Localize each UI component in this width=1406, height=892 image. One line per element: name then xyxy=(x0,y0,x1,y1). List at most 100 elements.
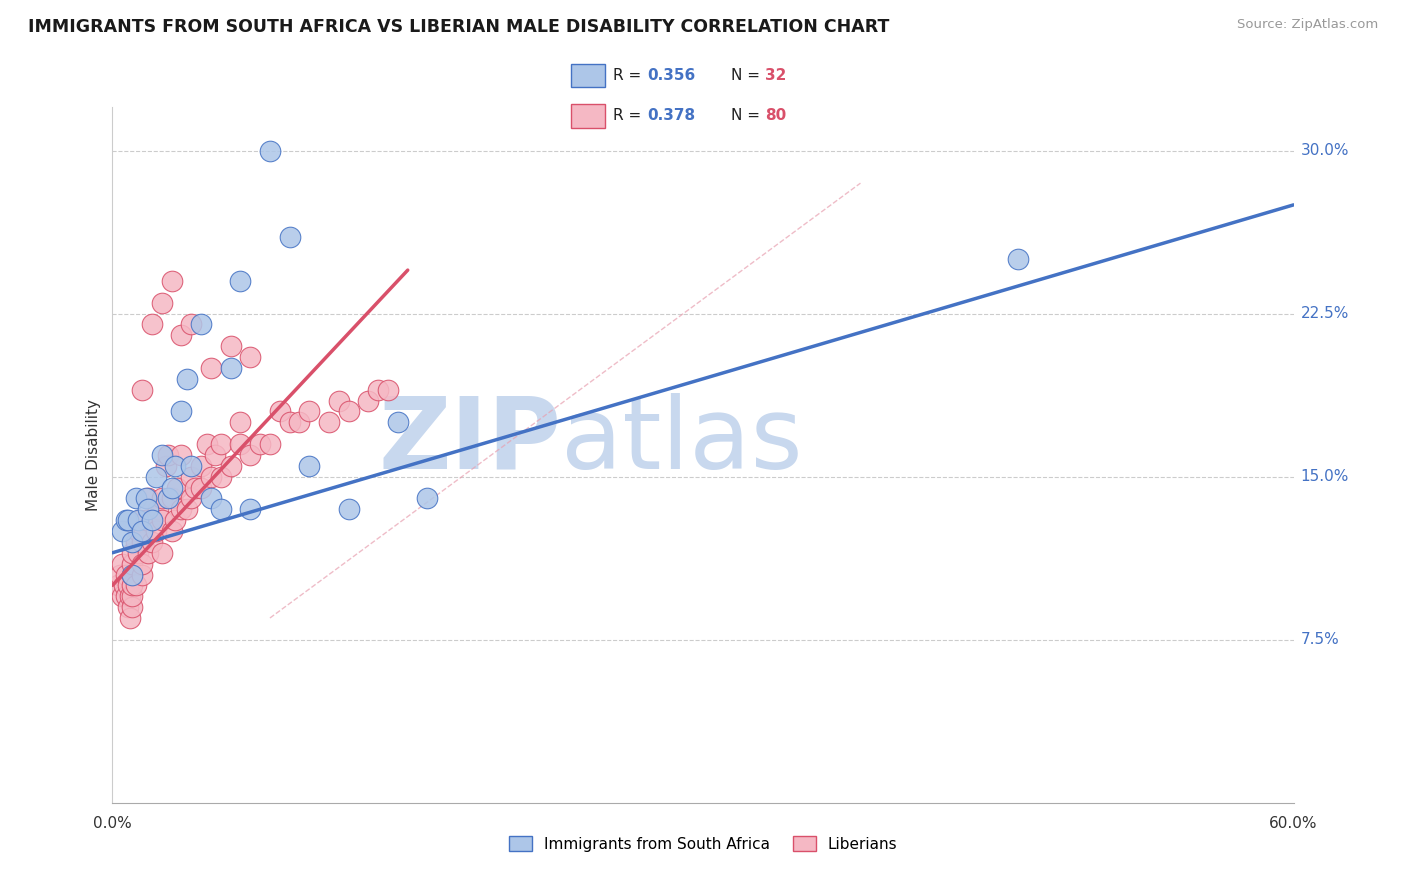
Point xyxy=(146,502,169,516)
Point xyxy=(111,557,134,571)
Point xyxy=(125,535,148,549)
Point xyxy=(176,372,198,386)
Point xyxy=(160,481,183,495)
Point xyxy=(136,502,159,516)
Point xyxy=(200,469,222,483)
Point xyxy=(129,513,152,527)
Point xyxy=(195,437,218,451)
Point xyxy=(131,557,153,571)
Point xyxy=(180,469,202,483)
Text: ZIP: ZIP xyxy=(378,392,561,490)
Point xyxy=(136,491,159,506)
Point xyxy=(204,448,226,462)
Point xyxy=(125,491,148,506)
Point xyxy=(115,513,138,527)
Point xyxy=(141,513,163,527)
Point xyxy=(121,557,143,571)
Point xyxy=(298,404,321,418)
Point xyxy=(190,458,212,473)
Point xyxy=(184,481,207,495)
Point xyxy=(259,144,281,158)
Point xyxy=(121,567,143,582)
Point xyxy=(200,360,222,375)
Point xyxy=(278,230,301,244)
Point xyxy=(259,437,281,451)
Point xyxy=(165,458,187,473)
Text: 80: 80 xyxy=(765,108,786,123)
Point xyxy=(117,578,139,592)
Point xyxy=(150,295,173,310)
Point xyxy=(219,339,242,353)
Point xyxy=(127,546,149,560)
Point xyxy=(160,274,183,288)
Point xyxy=(110,567,132,582)
Point xyxy=(131,383,153,397)
Text: 0.0%: 0.0% xyxy=(93,816,132,831)
Point xyxy=(269,404,291,418)
Point xyxy=(115,589,138,603)
Point xyxy=(145,524,167,538)
Point xyxy=(127,524,149,538)
Point xyxy=(239,448,262,462)
Point xyxy=(367,383,389,397)
Point xyxy=(209,469,232,483)
Point xyxy=(190,318,212,332)
Point xyxy=(150,491,173,506)
Text: R =: R = xyxy=(613,108,647,123)
Point xyxy=(1007,252,1029,267)
Point xyxy=(249,437,271,451)
Point xyxy=(120,611,142,625)
Point xyxy=(121,578,143,592)
Point xyxy=(156,491,179,506)
Point xyxy=(190,481,212,495)
Point xyxy=(125,578,148,592)
Y-axis label: Male Disability: Male Disability xyxy=(86,399,101,511)
Point xyxy=(328,393,350,408)
Point xyxy=(166,481,188,495)
Point xyxy=(229,415,252,429)
Text: R =: R = xyxy=(613,68,647,83)
Point xyxy=(150,513,173,527)
Point xyxy=(180,491,202,506)
Point xyxy=(160,491,183,506)
Text: atlas: atlas xyxy=(561,392,803,490)
Text: 0.356: 0.356 xyxy=(647,68,695,83)
Point xyxy=(112,578,135,592)
Text: 30.0%: 30.0% xyxy=(1301,143,1348,158)
Point xyxy=(416,491,439,506)
Point xyxy=(141,513,163,527)
Point xyxy=(219,360,242,375)
Point xyxy=(121,567,143,582)
Point xyxy=(219,458,242,473)
Point xyxy=(387,415,409,429)
Point xyxy=(117,513,139,527)
Text: N =: N = xyxy=(731,68,765,83)
Point xyxy=(170,448,193,462)
Point xyxy=(180,318,202,332)
Text: 7.5%: 7.5% xyxy=(1301,632,1340,648)
Text: Source: ZipAtlas.com: Source: ZipAtlas.com xyxy=(1237,18,1378,31)
Point xyxy=(337,404,360,418)
Point xyxy=(120,589,142,603)
FancyBboxPatch shape xyxy=(571,104,605,128)
Point xyxy=(135,513,157,527)
Point xyxy=(357,393,380,408)
Point xyxy=(141,535,163,549)
Point xyxy=(200,491,222,506)
Text: 0.378: 0.378 xyxy=(647,108,695,123)
Legend: Immigrants from South Africa, Liberians: Immigrants from South Africa, Liberians xyxy=(502,830,904,858)
Point xyxy=(131,524,153,538)
Point xyxy=(170,328,193,343)
Point xyxy=(131,535,153,549)
Point xyxy=(150,448,173,462)
Point xyxy=(239,350,262,364)
Point xyxy=(170,404,193,418)
Point xyxy=(278,415,301,429)
Point xyxy=(209,502,232,516)
Point xyxy=(180,458,202,473)
Point xyxy=(131,567,153,582)
Text: N =: N = xyxy=(731,108,765,123)
Point xyxy=(127,513,149,527)
Text: 22.5%: 22.5% xyxy=(1301,306,1348,321)
Point xyxy=(121,535,143,549)
